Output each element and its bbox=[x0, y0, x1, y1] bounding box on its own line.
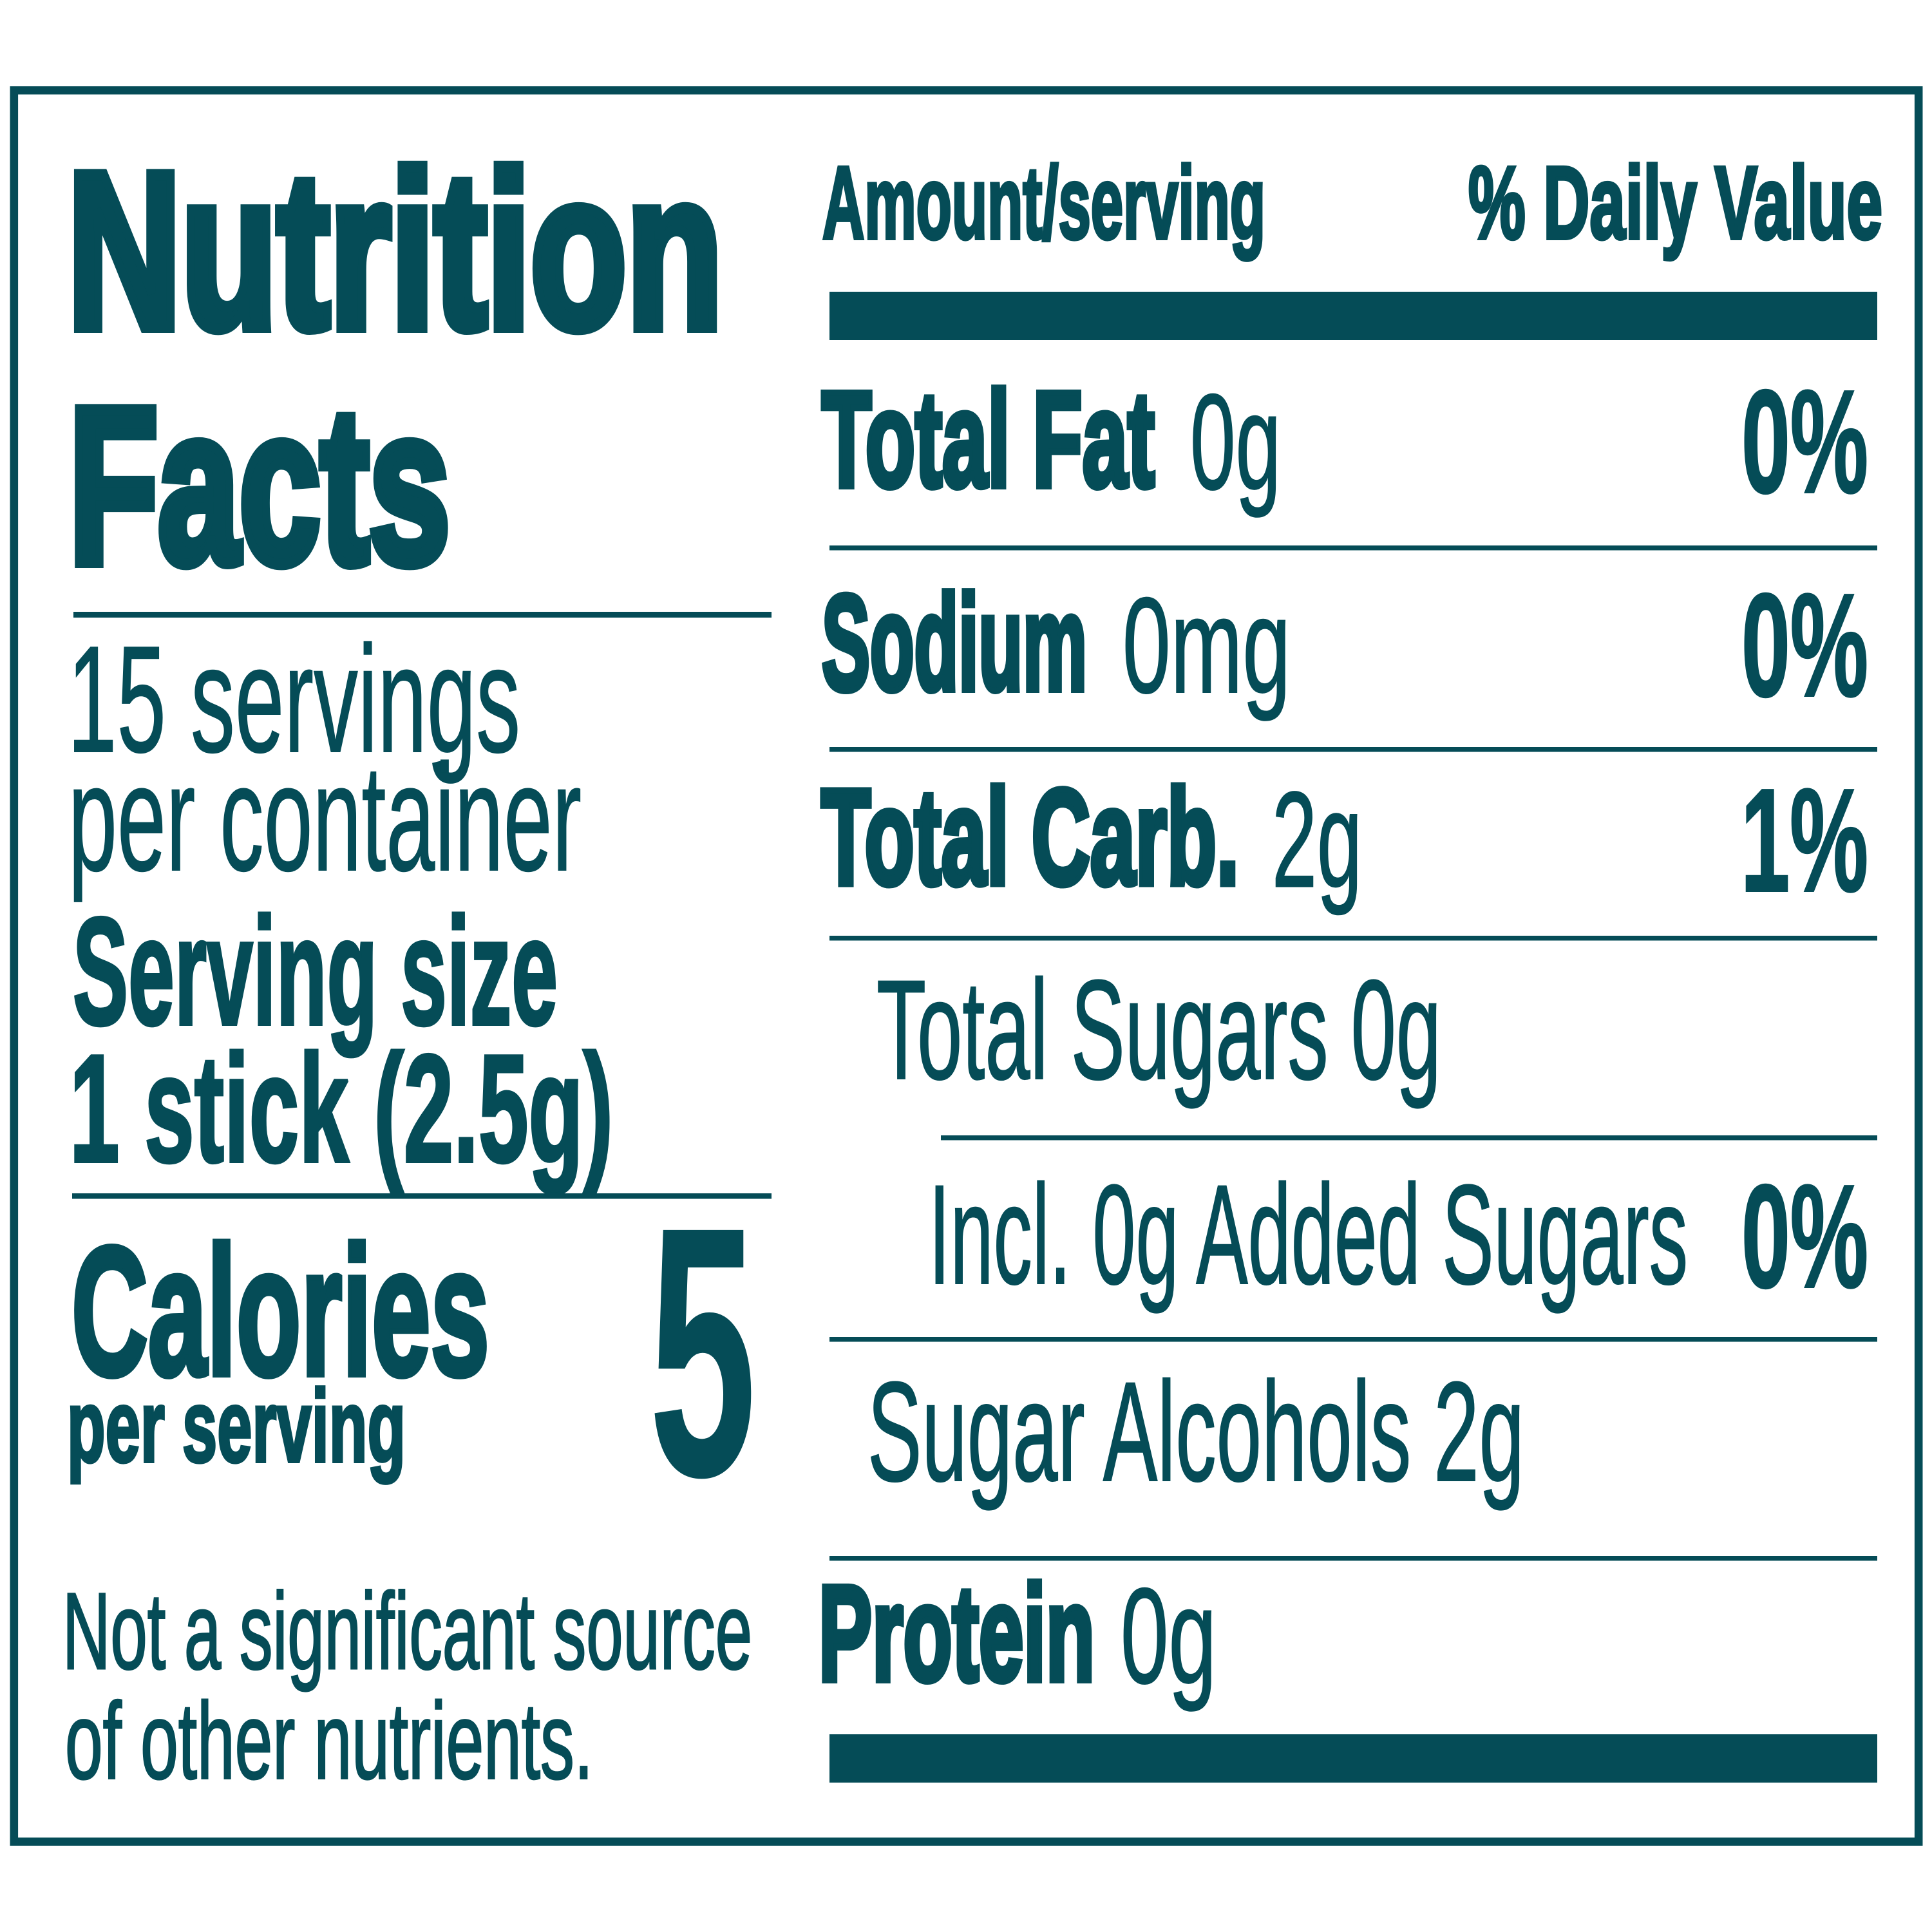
svg-text:0g: 0g bbox=[1190, 366, 1281, 518]
svg-text:Sodium: Sodium bbox=[822, 567, 1087, 719]
svg-text:1%: 1% bbox=[1741, 759, 1868, 923]
svg-text:Incl. 0g Added Sugars: Incl. 0g Added Sugars bbox=[929, 1155, 1688, 1314]
svg-text:0g: 0g bbox=[1121, 1560, 1217, 1712]
svg-text:0mg: 0mg bbox=[1122, 569, 1291, 721]
svg-text:Protein: Protein bbox=[819, 1557, 1095, 1709]
svg-text:per serving: per serving bbox=[67, 1368, 406, 1484]
svg-text:Facts: Facts bbox=[69, 362, 450, 609]
svg-text:of other nutrients.: of other nutrients. bbox=[65, 1680, 593, 1802]
svg-text:15 servings: 15 servings bbox=[68, 614, 520, 784]
svg-text:Not a significant source: Not a significant source bbox=[62, 1570, 752, 1692]
svg-text:Nutrition: Nutrition bbox=[68, 127, 723, 374]
svg-text:Serving size: Serving size bbox=[73, 887, 558, 1057]
svg-text:5: 5 bbox=[649, 1153, 756, 1550]
svg-text:2g: 2g bbox=[1272, 764, 1362, 916]
svg-text:Total Sugars 0g: Total Sugars 0g bbox=[876, 951, 1441, 1109]
svg-text:0%: 0% bbox=[1741, 1155, 1868, 1319]
svg-text:per container: per container bbox=[68, 733, 582, 903]
svg-text:Amount/serving: Amount/serving bbox=[822, 145, 1265, 260]
svg-text:0%: 0% bbox=[1741, 564, 1868, 728]
svg-text:% Daily Value: % Daily Value bbox=[1468, 145, 1882, 260]
svg-text:Sugar Alcohols 2g: Sugar Alcohols 2g bbox=[867, 1352, 1524, 1511]
svg-text:Total Fat: Total Fat bbox=[822, 363, 1155, 515]
svg-text:Total Carb.: Total Carb. bbox=[821, 761, 1239, 913]
svg-text:Calories: Calories bbox=[71, 1209, 489, 1414]
svg-text:1 stick (2.5g): 1 stick (2.5g) bbox=[70, 1024, 613, 1195]
svg-text:0%: 0% bbox=[1741, 361, 1868, 524]
